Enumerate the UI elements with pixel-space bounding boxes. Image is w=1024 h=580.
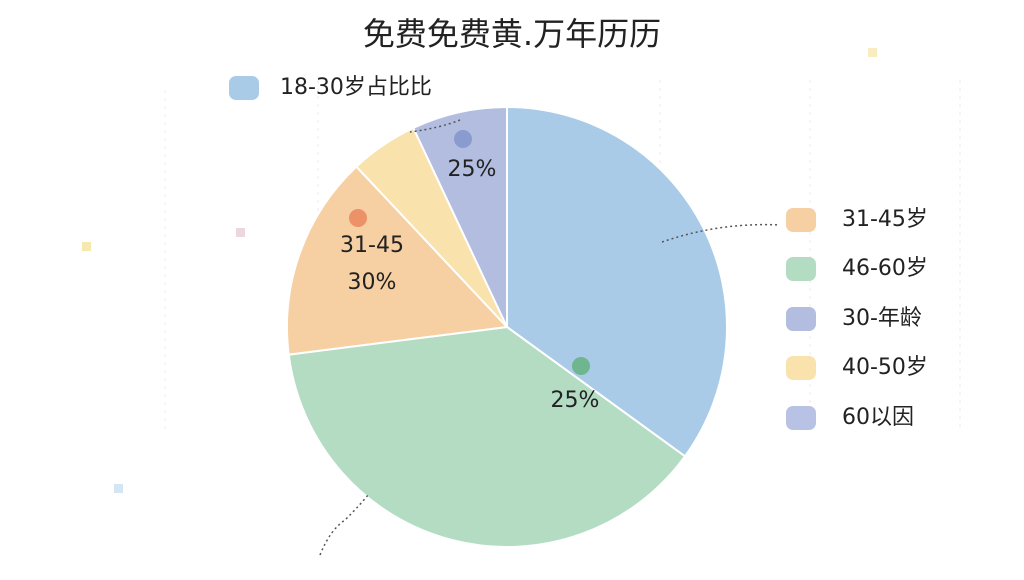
pie-slice xyxy=(506,105,728,458)
decor-dot xyxy=(82,242,91,251)
annotation: 30% xyxy=(348,270,397,295)
legend-swatch xyxy=(229,76,259,100)
pie-slice xyxy=(286,165,510,356)
legend-label: 46-60岁 xyxy=(842,256,928,281)
legend-label: 60以因 xyxy=(842,405,914,430)
marker-dot xyxy=(454,130,472,148)
pie-slice xyxy=(287,325,687,548)
legend-swatch xyxy=(786,356,816,380)
annotation: 31-45 xyxy=(340,233,404,258)
legend-swatch xyxy=(786,208,816,232)
decor-dot xyxy=(114,484,123,493)
legend-label: 30-年龄 xyxy=(842,306,922,331)
marker-dot xyxy=(572,357,590,375)
legend-label: 31-45岁 xyxy=(842,207,928,232)
legend-swatch xyxy=(786,406,816,430)
pie xyxy=(286,105,728,548)
pie-slice xyxy=(411,105,508,328)
marker-dot xyxy=(349,209,367,227)
legend-swatch xyxy=(786,307,816,331)
legend-swatch xyxy=(786,257,816,281)
annotation: 25% xyxy=(448,157,497,182)
annotation: 25% xyxy=(551,388,600,413)
decor-dot xyxy=(868,48,877,57)
legend-label: 40-50岁 xyxy=(842,355,928,380)
chart-title: 免费免费黄.万年历历 xyxy=(363,15,661,53)
decor-dot xyxy=(236,228,245,237)
legend-label: 18-30岁占比比 xyxy=(280,75,432,100)
background-decor xyxy=(164,80,961,430)
leader-lines xyxy=(319,119,781,556)
